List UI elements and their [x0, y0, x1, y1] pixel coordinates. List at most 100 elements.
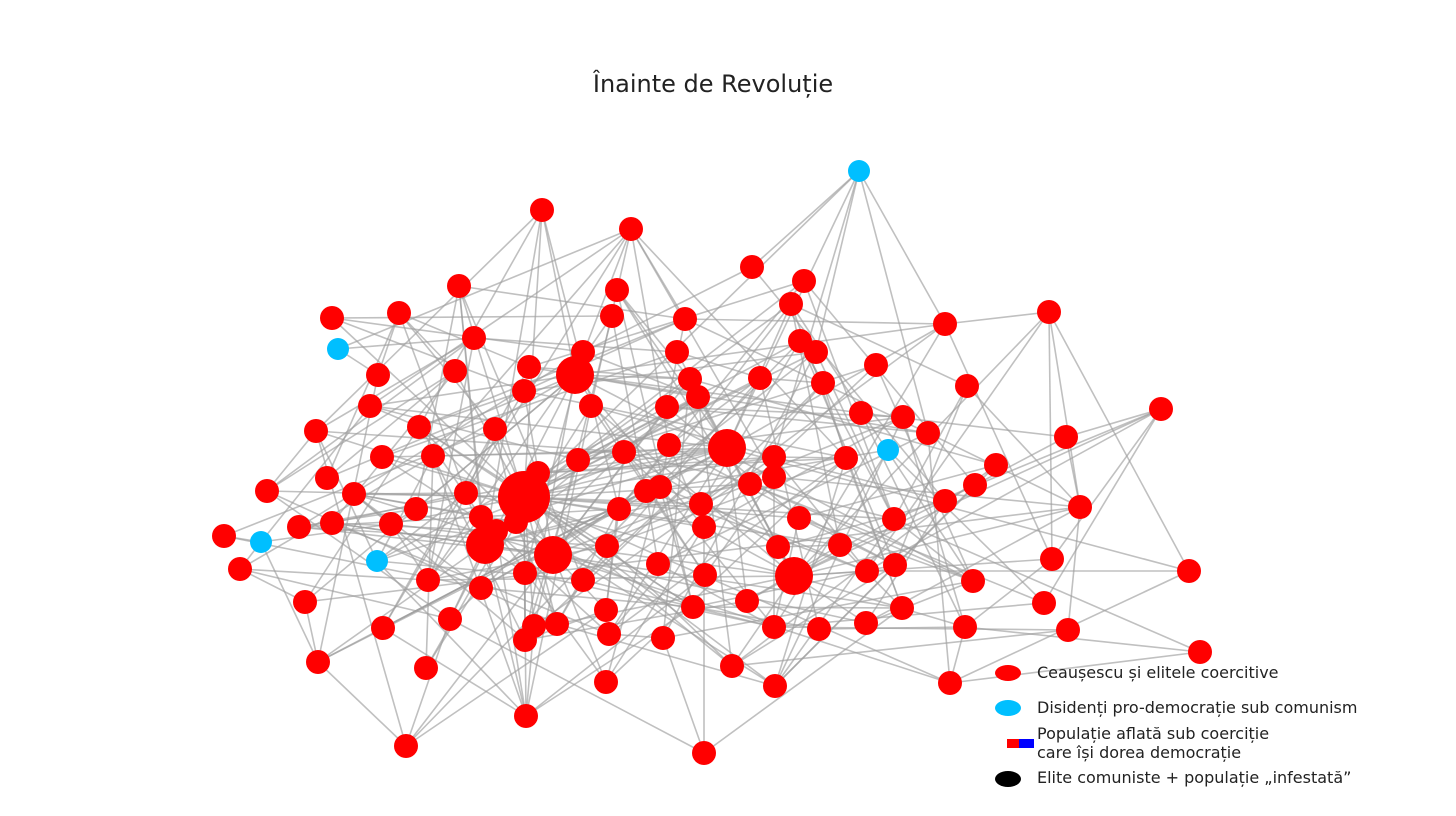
graph-node-elite	[882, 507, 906, 531]
graph-edge	[662, 351, 817, 639]
graph-edge	[239, 568, 306, 603]
graph-edge	[577, 447, 728, 461]
graph-node-elite	[883, 553, 907, 577]
graph-edge	[266, 370, 456, 492]
graph-node-elite	[955, 374, 979, 398]
graph-node-elite	[514, 704, 538, 728]
graph-edge	[574, 374, 862, 414]
graph-node-elite	[287, 515, 311, 539]
graph-node-elite	[293, 590, 317, 614]
graph-edge	[317, 661, 407, 747]
legend-marker-elite-shape	[995, 665, 1021, 681]
graph-edge	[260, 541, 319, 663]
graph-edge	[266, 490, 451, 620]
graph-edge	[751, 170, 860, 268]
graph-edge	[458, 285, 686, 320]
graph-edge	[326, 312, 400, 479]
graph-edge	[692, 606, 820, 630]
graph-node-elite	[387, 301, 411, 325]
graph-edge	[382, 627, 527, 717]
graph-node-elite	[438, 607, 462, 631]
graph-node-elite	[517, 355, 541, 379]
graph-edge	[315, 430, 625, 453]
graph-node-elite	[212, 524, 236, 548]
graph-edge	[369, 405, 579, 461]
legend-marker-elite	[995, 665, 1021, 681]
graph-edge	[390, 523, 795, 577]
graph-node-elite	[454, 481, 478, 505]
graph-edge	[774, 464, 997, 687]
graph-edge	[524, 374, 576, 641]
graph-node-elite	[342, 482, 366, 506]
graph-edge	[331, 317, 525, 498]
graph-node-elite	[1056, 618, 1080, 642]
graph-edge	[749, 483, 1045, 604]
graph-edge	[630, 228, 847, 459]
graph-node-elite	[484, 519, 508, 543]
graph-node-elite	[938, 671, 962, 695]
legend-marker-population-blue	[1019, 739, 1034, 748]
graph-edge	[657, 563, 775, 628]
graph-edge	[523, 447, 728, 498]
graph-node-elite	[594, 598, 618, 622]
graph-node-dissident	[327, 338, 349, 360]
graph-node-elite	[1149, 397, 1173, 421]
graph-edge	[662, 637, 705, 754]
graph-edge	[616, 289, 795, 577]
graph-edge	[523, 318, 686, 392]
graph-edge	[944, 311, 1050, 325]
graph-edge	[608, 457, 847, 635]
graph-node-elite	[530, 198, 554, 222]
graph-node-elite	[681, 595, 705, 619]
graph-edge	[964, 626, 1201, 653]
graph-node-elite	[414, 656, 438, 680]
graph-node-elite	[762, 615, 786, 639]
graph-edge	[405, 609, 607, 747]
graph-node-elite	[720, 654, 744, 678]
graph-node-elite	[738, 472, 762, 496]
graph-node-elite	[607, 497, 631, 521]
graph-node-elite	[605, 278, 629, 302]
graph-edge	[298, 508, 417, 528]
legend-label-dissident: Disidenți pro-democrație sub comunism	[1037, 698, 1358, 717]
legend-label-infected: Elite comuniste + populație „infestată”	[1037, 768, 1352, 787]
graph-edge	[533, 456, 775, 627]
graph-node-elite	[779, 292, 803, 316]
graph-edge	[803, 280, 895, 520]
graph-node-elite	[828, 533, 852, 557]
graph-edge	[659, 486, 694, 608]
graph-edge	[1048, 311, 1081, 508]
graph-edge	[465, 228, 632, 494]
graph-node-elite	[469, 505, 493, 529]
graph-node-elite	[404, 497, 428, 521]
graph-edge	[893, 518, 1201, 653]
graph-node-elite	[689, 492, 713, 516]
graph-edge	[731, 629, 1069, 667]
graph-edge	[773, 476, 1081, 508]
graph-edge	[927, 432, 951, 684]
graph-edge	[605, 457, 847, 683]
graph-edge	[774, 518, 895, 687]
graph-node-elite	[1054, 425, 1078, 449]
graph-node-elite	[320, 306, 344, 330]
legend-label-population-1: Populație aflată sub coerciție	[1037, 724, 1270, 743]
graph-node-elite	[306, 650, 330, 674]
legend-marker-infected	[995, 771, 1021, 787]
graph-node-elite	[1040, 547, 1064, 571]
graph-node-elite	[834, 446, 858, 470]
graph-edge	[887, 449, 1045, 604]
graph-node-dissident	[366, 550, 388, 572]
graph-node-elite	[693, 563, 717, 587]
legend-item-dissident: Disidenți pro-democrație sub comunism	[990, 693, 1410, 723]
graph-edge	[974, 436, 1067, 486]
graph-node-elite	[595, 534, 619, 558]
graph-edge	[315, 209, 543, 432]
graph-edge	[239, 568, 451, 620]
graph-edge	[552, 554, 867, 624]
legend-marker-dissident	[995, 700, 1021, 716]
graph-edge	[1065, 408, 1162, 438]
graph-node-elite	[320, 511, 344, 535]
legend-marker-population-red	[1007, 739, 1019, 748]
graph-edge	[966, 385, 1081, 508]
